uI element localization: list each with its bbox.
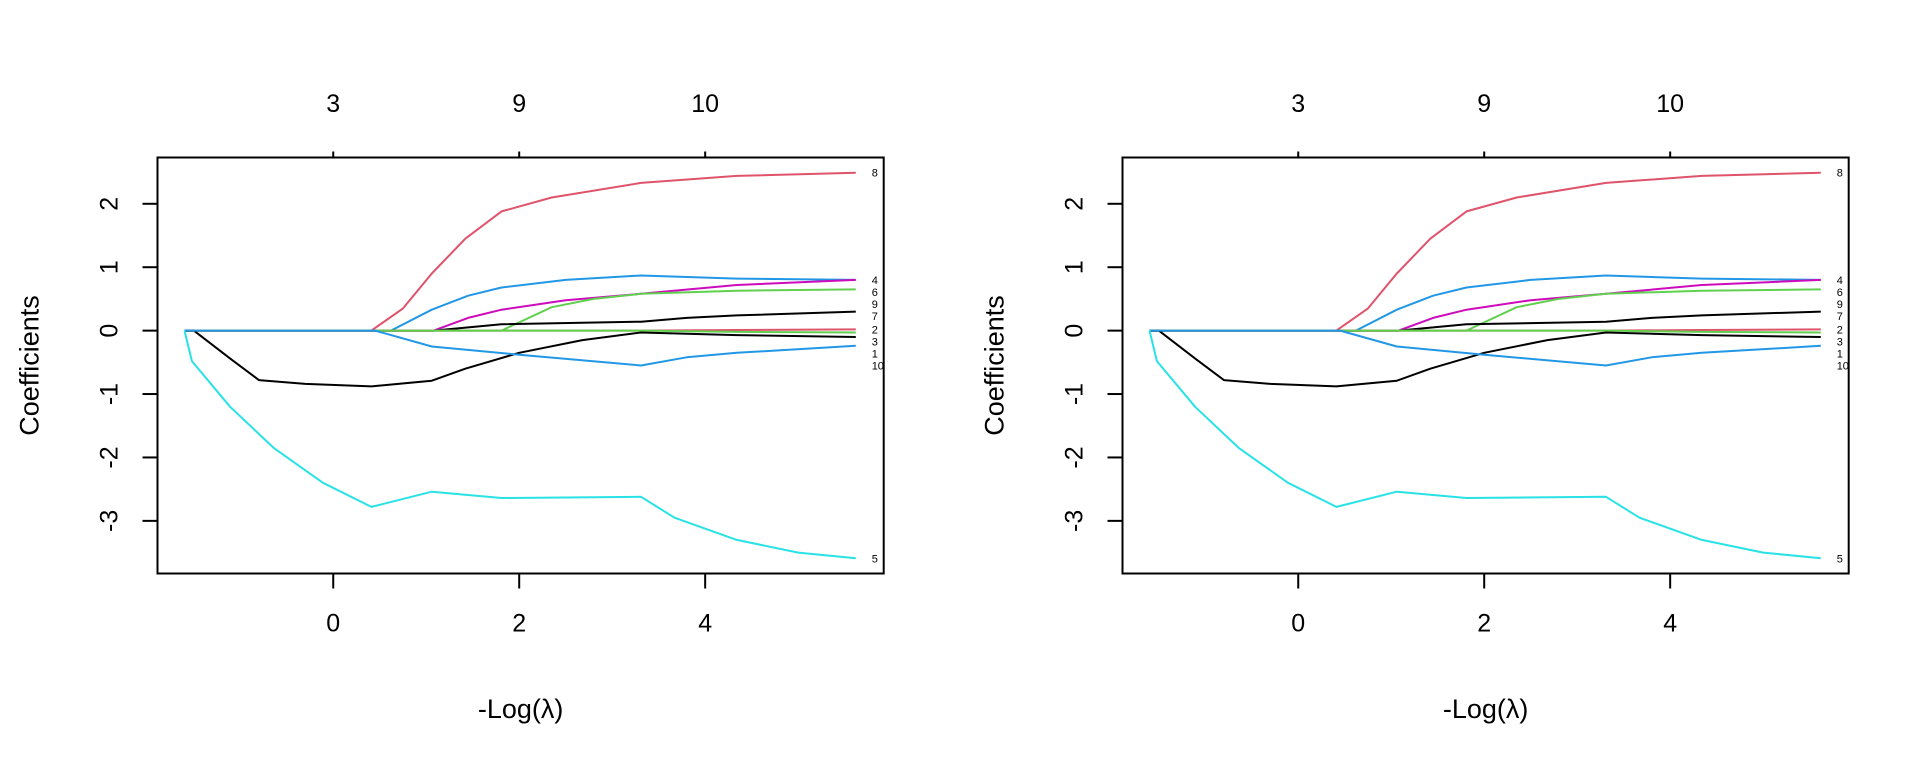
series-line-5 — [183, 330, 856, 560]
series-end-label: 4 — [872, 275, 878, 287]
series-end-label: 2 — [1837, 324, 1843, 336]
top-axis-label: 10 — [691, 90, 719, 118]
plot-frame — [156, 156, 885, 575]
y-tick-label: -2 — [1061, 446, 1089, 468]
y-tick-label: 2 — [96, 197, 124, 211]
y-tick-label: 0 — [96, 324, 124, 338]
top-axis-label: 3 — [326, 90, 340, 118]
series-end-label: 1 — [1837, 348, 1843, 360]
x-tick-label: 2 — [1477, 610, 1491, 638]
y-tick-label: -3 — [96, 510, 124, 532]
series-end-label: 5 — [872, 553, 878, 565]
series-end-label: 4 — [1837, 275, 1843, 287]
series-end-label: 10 — [1837, 360, 1849, 372]
series-line-1 — [1149, 329, 1821, 388]
x-tick-label: 4 — [1663, 610, 1677, 638]
series-end-label: 6 — [872, 287, 878, 299]
series-line-3 — [1149, 329, 1821, 334]
x-tick-label: 0 — [326, 610, 340, 638]
y-tick-label: -2 — [96, 446, 124, 468]
top-axis-label: 10 — [1656, 90, 1684, 118]
series-line-10 — [1149, 329, 1821, 367]
series-end-label: 7 — [1837, 311, 1843, 323]
series-end-label: 3 — [1837, 336, 1843, 348]
y-tick-label: 0 — [1061, 324, 1089, 338]
series-line-10 — [184, 329, 856, 367]
y-tick-label: 1 — [1061, 260, 1089, 274]
x-axis-title: -Log(λ) — [478, 694, 564, 724]
y-tick-label: -3 — [1061, 510, 1089, 532]
series-end-label: 5 — [1837, 553, 1843, 565]
series-end-label: 1 — [872, 348, 878, 360]
series-line-6 — [184, 278, 856, 332]
series-line-3 — [184, 329, 856, 334]
series-end-label: 10 — [872, 360, 884, 372]
top-axis-label: 9 — [512, 90, 526, 118]
series-line-1 — [184, 329, 856, 388]
series-line-4 — [1149, 274, 1821, 332]
series-line-5 — [1148, 330, 1821, 560]
series-end-label: 9 — [872, 299, 878, 311]
y-tick-label: -1 — [96, 383, 124, 405]
series-end-label: 6 — [1837, 287, 1843, 299]
y-tick-label: 2 — [1061, 197, 1089, 211]
series-end-label: 2 — [872, 324, 878, 336]
y-axis-title: Coefficients — [980, 295, 1010, 436]
series-end-label: 3 — [872, 336, 878, 348]
y-tick-label: 1 — [96, 260, 124, 274]
y-axis-title: Coefficients — [15, 295, 45, 436]
x-tick-label: 4 — [698, 610, 712, 638]
x-tick-label: 0 — [1291, 610, 1305, 638]
y-tick-label: -1 — [1061, 383, 1089, 405]
series-line-6 — [1149, 278, 1821, 332]
plot-frame — [1121, 156, 1850, 575]
series-line-8 — [184, 171, 856, 332]
series-end-label: 8 — [1837, 168, 1843, 180]
series-end-label: 9 — [1837, 299, 1843, 311]
top-axis-label: 3 — [1291, 90, 1305, 118]
series-end-label: 8 — [872, 168, 878, 180]
top-axis-label: 9 — [1477, 90, 1491, 118]
series-line-4 — [184, 274, 856, 332]
x-tick-label: 2 — [512, 610, 526, 638]
series-end-label: 7 — [872, 311, 878, 323]
x-axis-title: -Log(λ) — [1443, 694, 1529, 724]
series-line-8 — [1149, 171, 1821, 332]
